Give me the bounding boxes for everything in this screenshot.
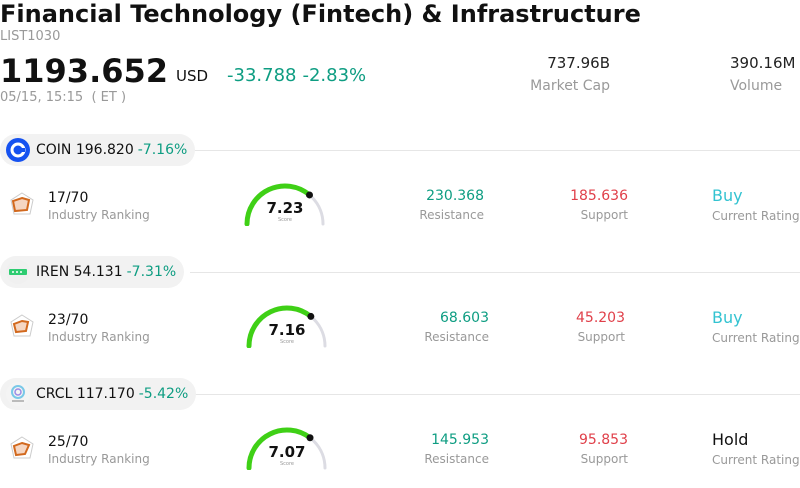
industry-rank-label: Industry Ranking (48, 452, 150, 466)
ranking-radar-icon (8, 190, 36, 218)
score-gauge: 7.23 Score (243, 180, 327, 227)
resistance-metric: 230.368 Resistance (419, 188, 484, 222)
support-label: Support (580, 452, 628, 466)
industry-rank-value: 17/70 (48, 190, 89, 206)
score-gauge: 7.07 Score (245, 424, 329, 471)
current-rating-value: Buy (712, 308, 743, 327)
volume-stat: 390.16M Volume (730, 54, 795, 94)
score-value: 7.07 (268, 443, 306, 461)
support-value: 45.203 (576, 310, 625, 326)
stock-card[interactable]: CRCL 117.170 -5.42% 25/70 Industry Ranki… (0, 378, 800, 488)
support-metric: 185.636 Support (570, 188, 628, 222)
current-rating-value: Buy (712, 186, 743, 205)
current-rating-value: Hold (712, 430, 749, 449)
stock-symbol-price: CRCL 117.170 (36, 386, 135, 402)
list-code: LIST1030 (0, 29, 61, 44)
industry-rank-label: Industry Ranking (48, 208, 150, 222)
volume-value: 390.16M (730, 54, 796, 72)
stock-change-percent: -7.31% (126, 264, 177, 280)
gauge-marker (307, 312, 315, 320)
resistance-label: Resistance (419, 208, 484, 222)
resistance-metric: 145.953 Resistance (424, 432, 489, 466)
support-value: 95.853 (579, 432, 628, 448)
coinbase-logo-icon (6, 138, 30, 162)
resistance-value: 230.368 (426, 188, 484, 204)
industry-rank-value: 23/70 (48, 312, 89, 328)
currency-label: USD (176, 67, 209, 85)
resistance-label: Resistance (424, 452, 489, 466)
current-rating-label: Current Rating (712, 209, 800, 223)
resistance-value: 145.953 (431, 432, 489, 448)
support-value: 185.636 (570, 188, 628, 204)
divider (190, 394, 800, 395)
score-gauge: 7.16 Score (245, 302, 329, 349)
stock-card[interactable]: IREN 54.131 -7.31% 23/70 Industry Rankin… (0, 256, 800, 378)
market-cap-stat: 737.96B Market Cap (530, 54, 610, 94)
market-cap-value: 737.96B (547, 54, 610, 72)
support-metric: 45.203 Support (576, 310, 625, 344)
gauge-fill (246, 427, 313, 471)
resistance-value: 68.603 (440, 310, 489, 326)
support-label: Support (580, 208, 628, 222)
divider (190, 272, 800, 273)
stock-card[interactable]: COIN 196.820 -7.16% 17/70 Industry Ranki… (0, 134, 800, 256)
score-label: Score (279, 461, 294, 467)
gauge-fill (244, 183, 312, 227)
score-value: 7.23 (266, 199, 304, 217)
gauge-marker (306, 434, 314, 442)
support-metric: 95.853 Support (579, 432, 628, 466)
change-value: -33.788 (227, 65, 297, 86)
current-rating-label: Current Rating (712, 453, 800, 467)
resistance-label: Resistance (424, 330, 489, 344)
stock-symbol-price: IREN 54.131 (36, 264, 123, 280)
stock-pill[interactable]: CRCL 117.170 -5.42% (0, 378, 197, 410)
current-rating-label: Current Rating (712, 331, 800, 345)
price-change: -33.788 -2.83% (227, 65, 366, 86)
stock-change-percent: -5.42% (138, 386, 189, 402)
market-cap-label: Market Cap (530, 78, 610, 94)
resistance-metric: 68.603 Resistance (424, 310, 489, 344)
page-title: Financial Technology (Fintech) & Infrast… (0, 0, 641, 28)
change-percent: -2.83% (302, 65, 367, 86)
stock-change-percent: -7.16% (137, 142, 188, 158)
divider (190, 150, 800, 151)
rating-block: Hold Current Rating (712, 430, 800, 467)
index-price: 1193.652 (0, 52, 169, 90)
timestamp: 05/15, 15:15 ( ET ) (0, 90, 127, 105)
stock-pill[interactable]: COIN 196.820 -7.16% (0, 134, 196, 166)
support-label: Support (577, 330, 625, 344)
score-label: Score (279, 339, 294, 345)
stock-symbol-price: COIN 196.820 (36, 142, 134, 158)
gauge-fill (246, 305, 314, 349)
rating-block: Buy Current Rating (712, 308, 800, 345)
ranking-radar-icon (8, 312, 36, 340)
volume-label: Volume (730, 78, 783, 94)
iren-logo-icon (6, 260, 30, 284)
stock-pill[interactable]: IREN 54.131 -7.31% (0, 256, 185, 288)
industry-rank-value: 25/70 (48, 434, 89, 450)
score-value: 7.16 (268, 321, 306, 339)
circle-logo-icon (6, 382, 30, 406)
rating-block: Buy Current Rating (712, 186, 800, 223)
score-label: Score (277, 217, 292, 223)
ranking-radar-icon (8, 434, 36, 462)
industry-rank-label: Industry Ranking (48, 330, 150, 344)
gauge-marker (306, 191, 313, 199)
